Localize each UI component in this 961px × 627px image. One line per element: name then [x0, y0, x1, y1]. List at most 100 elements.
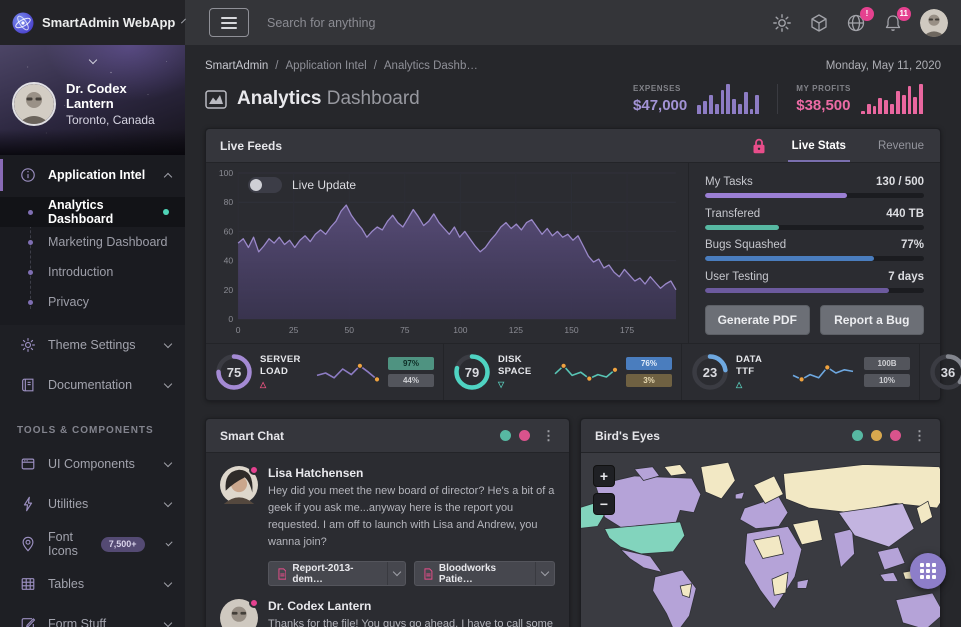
nav-label: Form Stuff [48, 617, 107, 627]
settings-gear-icon[interactable] [772, 13, 792, 33]
live-update-toggle[interactable] [248, 177, 282, 193]
live-feeds-stats: My Tasks 130 / 500 Transfered 440 TB Bugs … [688, 163, 940, 343]
attachment-dropdown-chevron[interactable] [535, 562, 554, 586]
avatar-codex[interactable] [220, 598, 259, 627]
live-feeds-tabs: Live Stats Revenue [776, 129, 940, 162]
svg-text:150: 150 [564, 325, 578, 335]
attachment-bloodworks[interactable]: Bloodworks Patie… [414, 561, 555, 587]
sidebar-nav: Application Intel Analytics Dashboard Ma… [0, 155, 185, 627]
online-status-dot [249, 465, 259, 475]
menu-toggle-button[interactable] [209, 8, 249, 37]
svg-text:0: 0 [236, 325, 241, 335]
kebab-menu-icon[interactable]: ⋮ [913, 427, 926, 443]
mini-stat-data-ttf: 23 DATA TTF △ 100B 10% [682, 344, 920, 400]
nav-label: Documentation [48, 378, 133, 392]
stat-my-tasks: My Tasks 130 / 500 [705, 176, 924, 198]
info-circle-icon [21, 168, 35, 182]
svg-text:40: 40 [224, 256, 234, 266]
svg-text:0: 0 [228, 314, 233, 324]
server-load-sparkline [316, 362, 381, 383]
main-content: SmartAdmin / Application Intel / Analyti… [185, 45, 961, 627]
sidebar-item-application-intel[interactable]: Application Intel [0, 155, 185, 195]
breadcrumb-application-intel[interactable]: Application Intel [285, 60, 367, 72]
live-feeds-header: Live Feeds Live Stats Revenue [206, 129, 940, 163]
trend-down-icon: ▽ [498, 379, 505, 389]
breadcrumb-home[interactable]: SmartAdmin [205, 60, 269, 72]
search-input[interactable] [267, 15, 567, 30]
map-pin-icon [22, 536, 34, 552]
panel-title: Bird's Eyes [595, 428, 660, 443]
profile-name: Dr. Codex Lantern [66, 81, 127, 111]
chat-message: Lisa Hatchensen Hey did you meet the new… [220, 465, 555, 551]
map-zoom-out-button[interactable]: − [593, 493, 615, 515]
mini-stat-disk-space: 79 DISK SPACE ▽ 76% 3% [444, 344, 682, 400]
sidebar-item-form-stuff[interactable]: Form Stuff [0, 604, 185, 627]
page-header: Analytics Dashboard EXPENSES $47,000 MY … [185, 76, 961, 114]
apps-cube-icon[interactable] [809, 13, 829, 33]
birds-eyes-header: Bird's Eyes ⋮ [581, 419, 940, 453]
page-title: Analytics Dashboard [237, 88, 420, 109]
live-feeds-panel: Live Feeds Live Stats Revenue Live Updat… [205, 128, 961, 401]
svg-text:20: 20 [224, 285, 234, 295]
sidebar-item-documentation[interactable]: Documentation [0, 365, 185, 405]
mini-stats-row: 75 SERVER LOAD △ 97% 44% 79 DISK SPACE ▽ 76% 3… [206, 343, 961, 400]
svg-text:100: 100 [453, 325, 467, 335]
mini-stat-server-load: 75 SERVER LOAD △ 97% 44% [206, 344, 444, 400]
sidebar-item-introduction[interactable]: Introduction [0, 257, 185, 287]
grid-icon [920, 563, 936, 579]
sidebar-item-utilities[interactable]: Utilities [0, 484, 185, 524]
world-map-svg [581, 461, 940, 627]
section-tools-components: TOOLS & COMPONENTS [17, 425, 154, 436]
tab-live-stats[interactable]: Live Stats [776, 129, 862, 162]
disk-space-sparkline [554, 362, 619, 382]
sidebar-item-analytics-dashboard[interactable]: Analytics Dashboard [0, 197, 185, 227]
notifications-bell-icon[interactable]: 11 [883, 6, 911, 33]
book-icon [22, 378, 34, 392]
birds-eyes-panel: Bird's Eyes ⋮ + − [580, 418, 941, 627]
active-page-dot [163, 209, 169, 215]
nav-label: Theme Settings [48, 338, 136, 352]
kebab-menu-icon[interactable]: ⋮ [542, 427, 555, 443]
sidebar-item-ui-components[interactable]: UI Components [0, 444, 185, 484]
smart-chat-header: Smart Chat ⋮ [206, 419, 569, 453]
trend-up-icon: △ [736, 379, 743, 389]
svg-text:100: 100 [219, 168, 233, 178]
lock-icon[interactable] [752, 138, 766, 154]
edit-pencil-icon [21, 618, 36, 627]
report-bug-button[interactable]: Report a Bug [819, 304, 924, 335]
live-feeds-chart-area: Live Update 0 20 40 60 80 100 0 25 50 75 100 125 150… [206, 163, 688, 343]
map-zoom-in-button[interactable]: + [593, 465, 615, 487]
brand-title: SmartAdmin WebApp [42, 15, 176, 30]
tab-revenue[interactable]: Revenue [877, 139, 924, 152]
profile-avatar[interactable] [12, 82, 56, 126]
sidebar-item-theme-settings[interactable]: Theme Settings [0, 325, 185, 365]
brand[interactable]: SmartAdmin WebApp [0, 0, 187, 45]
sidebar-item-privacy[interactable]: Privacy [0, 287, 185, 317]
server-load-gauge [216, 354, 252, 390]
profits-stat: MY PROFITS $38,500 [777, 84, 941, 114]
live-update-label: Live Update [292, 178, 357, 192]
attachment-report-2013[interactable]: Report-2013-dem… [268, 561, 407, 587]
expenses-sparkline [697, 84, 760, 114]
chevron-down-icon [165, 538, 173, 547]
user-avatar[interactable] [920, 8, 948, 37]
generate-pdf-button[interactable]: Generate PDF [705, 304, 810, 335]
stat-badge: 10% [864, 374, 910, 387]
message-text: Thanks for the file! You guys go ahead, … [268, 618, 553, 627]
attachment-dropdown-chevron[interactable] [386, 562, 406, 586]
topnav-icons: ! 11 [772, 6, 961, 37]
app-shortcuts-fab-button[interactable] [910, 553, 946, 589]
sidebar-item-marketing-dashboard[interactable]: Marketing Dashboard [0, 227, 185, 257]
sidebar-item-tables[interactable]: Tables [0, 564, 185, 604]
smart-chat-panel: Smart Chat ⋮ Lisa Hatchensen Hey did you… [205, 418, 570, 627]
nav-label: Introduction [48, 265, 114, 279]
sidebar-item-font-icons[interactable]: Font Icons 7,500+ [0, 524, 185, 564]
world-map[interactable]: + − [581, 453, 940, 627]
avatar-lisa[interactable] [220, 465, 259, 504]
svg-text:50: 50 [345, 325, 355, 335]
bullet-icon [28, 299, 33, 305]
chat-message: Dr. Codex Lantern Thanks for the file! Y… [220, 598, 555, 627]
message-author: Dr. Codex Lantern [268, 599, 372, 614]
expenses-value: $47,000 [633, 97, 688, 114]
language-globe-icon[interactable]: ! [846, 6, 874, 33]
